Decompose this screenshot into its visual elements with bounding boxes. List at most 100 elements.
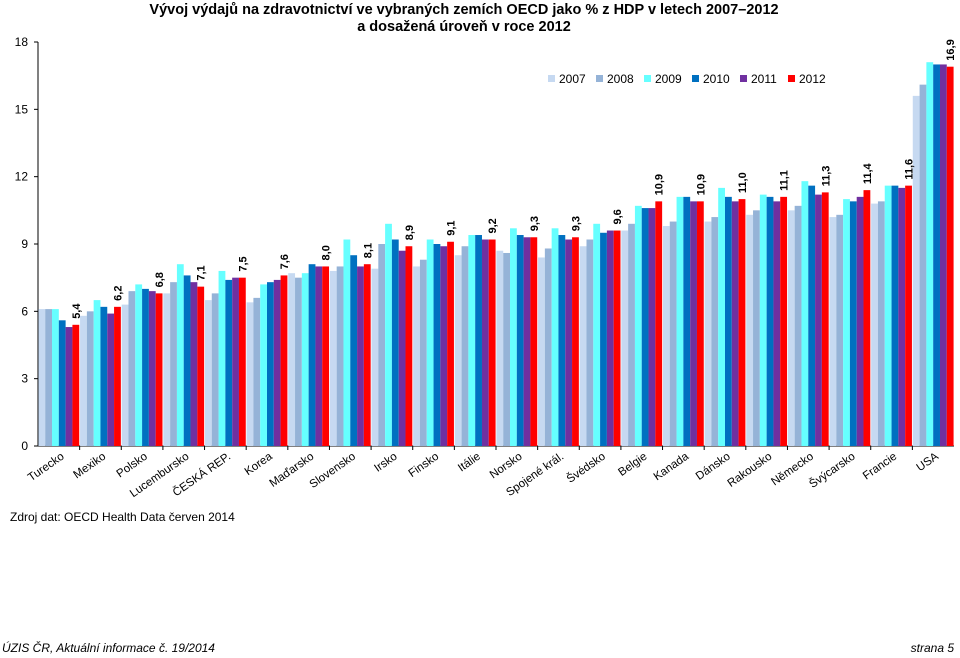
bar-2012 — [322, 266, 330, 446]
bar-2007 — [204, 300, 212, 446]
bar-2007 — [163, 293, 171, 446]
bar-2008 — [461, 246, 469, 446]
bar-2012 — [738, 199, 746, 446]
bar-2011 — [232, 277, 239, 446]
source-note: Zdroj dat: OECD Health Data červen 2014 — [10, 510, 235, 524]
data-label: 9,3 — [570, 216, 582, 231]
y-tick-label: 12 — [15, 170, 29, 184]
bar-2012 — [447, 241, 454, 446]
bar-2011 — [606, 230, 614, 446]
bar-2012 — [72, 324, 80, 446]
bar-2011 — [481, 239, 489, 446]
y-tick-label: 6 — [21, 304, 28, 318]
bar-2012 — [405, 246, 413, 446]
y-tick-label: 3 — [21, 372, 28, 386]
bar-2009 — [801, 181, 809, 446]
bar-2010 — [183, 275, 191, 446]
data-label: 9,3 — [529, 216, 541, 231]
bar-2009 — [759, 194, 767, 446]
bar-2008 — [794, 205, 802, 446]
data-label: 16,9 — [945, 39, 957, 60]
bar-2007 — [621, 230, 629, 446]
bar-2010 — [100, 306, 108, 446]
chart: Vývoj výdajů na zdravotnictví ve vybraný… — [15, 2, 958, 500]
data-label: 11,6 — [904, 159, 916, 180]
legend-swatch — [548, 75, 555, 82]
bar-2008 — [336, 266, 344, 446]
bars — [38, 62, 954, 447]
bar-2007 — [746, 214, 754, 446]
bar-2012 — [613, 230, 621, 446]
legend-entry: 2009 — [655, 72, 682, 86]
bar-2008 — [586, 239, 594, 446]
legend-entry: 2012 — [799, 72, 826, 86]
bar-2011 — [773, 201, 781, 446]
legend-swatch — [740, 75, 747, 82]
legend-entry: 2007 — [559, 72, 586, 86]
bar-2007 — [662, 226, 670, 446]
bar-2009 — [884, 185, 892, 446]
bar-2010 — [516, 235, 524, 446]
bar-2008 — [753, 210, 760, 446]
bar-2012 — [488, 239, 496, 446]
x-tick-label: Korea — [243, 450, 276, 478]
bar-2011 — [565, 239, 573, 446]
bar-2009 — [718, 187, 725, 446]
data-label: 6,2 — [112, 286, 124, 301]
data-label: 5,4 — [71, 303, 83, 319]
bar-2011 — [648, 208, 656, 446]
x-tick-label: Švédsko — [564, 450, 608, 486]
y-tick-label: 0 — [21, 439, 28, 453]
bar-2008 — [919, 84, 927, 447]
x-tick-label: Slovensko — [308, 451, 358, 491]
bar-2008 — [86, 311, 94, 446]
bar-2011 — [856, 196, 864, 446]
bar-2011 — [523, 237, 531, 446]
bar-2010 — [225, 279, 233, 446]
data-label: 7,5 — [237, 256, 249, 271]
bar-2009 — [676, 196, 684, 446]
data-label: 8,0 — [321, 245, 333, 260]
bar-2009 — [260, 284, 267, 446]
x-tick-label: Turecko — [26, 451, 67, 484]
data-label: 10,9 — [695, 174, 707, 195]
x-tick-label: Švýcarsko — [807, 450, 858, 491]
data-label: 11,4 — [862, 162, 874, 184]
bar-2007 — [246, 302, 254, 446]
bar-2012 — [696, 201, 704, 446]
bar-2009 — [551, 228, 559, 446]
bar-2008 — [877, 201, 885, 446]
data-label: 8,1 — [362, 243, 374, 258]
bar-2009 — [385, 223, 392, 446]
legend: 2007 2008 2009 2010 2011 2012 — [548, 72, 826, 86]
x-tick-label: Itálie — [456, 451, 483, 475]
bar-2007 — [454, 255, 462, 446]
x-tick-label: Norsko — [488, 451, 525, 482]
bar-2010 — [267, 282, 274, 446]
data-label: 11,1 — [779, 170, 791, 191]
bar-2010 — [58, 320, 66, 446]
bar-2009 — [426, 239, 434, 446]
bar-2008 — [253, 297, 261, 446]
bar-2009 — [218, 270, 226, 446]
data-label: 11,0 — [737, 172, 749, 193]
bar-2010 — [641, 208, 649, 446]
bar-2011 — [107, 313, 115, 446]
bar-2011 — [690, 201, 697, 446]
bar-2010 — [433, 244, 441, 446]
bar-2007 — [912, 95, 920, 446]
bar-2011 — [65, 327, 73, 446]
bar-2009 — [510, 228, 517, 446]
bar-2009 — [52, 309, 59, 446]
bar-2008 — [295, 277, 302, 446]
data-label: 7,6 — [279, 254, 291, 269]
bar-2009 — [93, 300, 101, 446]
x-tick-label: Rakousko — [726, 451, 775, 490]
bar-2007 — [538, 257, 545, 446]
bar-2012 — [114, 306, 121, 446]
bar-2008 — [711, 217, 719, 446]
x-tick-label: Polsko — [115, 451, 150, 481]
bar-2007 — [329, 270, 337, 446]
data-label: 6,8 — [154, 272, 166, 287]
bar-2010 — [558, 235, 566, 446]
